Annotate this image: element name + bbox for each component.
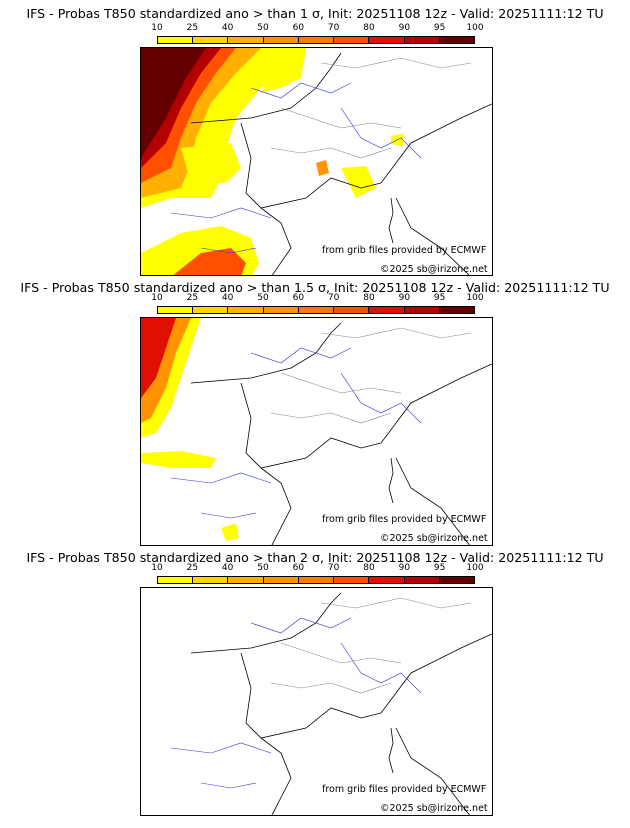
map-svg: [170, 592, 492, 815]
colorbar-tick-label: 70: [327, 293, 340, 303]
colorbar-segment: [263, 37, 299, 43]
colorbar-tick-label: 95: [433, 23, 446, 33]
colorbar-segment: [263, 307, 299, 313]
colorbar-tick-label: 10: [151, 23, 163, 33]
copyright: ©2025 sb@irizone.net: [380, 803, 488, 814]
colorbar-tick-label: 10: [151, 563, 163, 573]
colorbar-segment: [334, 307, 370, 313]
colorbar-tick-label: 60: [292, 563, 305, 573]
prob-area-south-east: [341, 166, 376, 198]
colorbar-tick-label: 90: [398, 563, 411, 573]
colorbar-segment: [369, 577, 405, 583]
colorbar-segment: [404, 577, 440, 583]
colorbar-segment: [228, 37, 264, 43]
source-credit: from grib files provided by ECMWF: [322, 784, 487, 795]
colorbar-ticks: 10 25 40 50 60 70 80 90 95 100: [151, 23, 483, 35]
colorbar-tick-label: 25: [186, 563, 199, 573]
prob-area-spain: [173, 248, 246, 275]
colorbar-tick-label: 100: [466, 293, 484, 303]
colorbar-segment: [439, 577, 474, 583]
colorbar-tick-label: 50: [257, 563, 269, 573]
colorbar-segment: [228, 577, 264, 583]
colorbar-tick-label: 95: [433, 293, 446, 303]
colorbar-segment: [193, 577, 229, 583]
country-borders: [170, 52, 492, 275]
colorbar-tick-label: 60: [292, 23, 305, 33]
colorbar-tick-label: 25: [186, 23, 199, 33]
prob-area-west: [141, 451, 216, 468]
map-title: IFS - Probas T850 standardized ano > tha…: [26, 6, 604, 21]
source-credit: from grib files provided by ECMWF: [322, 514, 487, 525]
colorbar: [157, 36, 475, 44]
country-borders: [170, 592, 492, 815]
colorbar-tick-label: 50: [257, 23, 269, 33]
copyright: ©2025 sb@irizone.net: [380, 264, 488, 275]
copyright: ©2025 sb@irizone.net: [380, 533, 488, 544]
map-svg: [141, 48, 492, 275]
map-title: IFS - Probas T850 standardized ano > tha…: [20, 280, 610, 295]
colorbar-segment: [193, 37, 229, 43]
probability-map: [140, 317, 493, 546]
colorbar-tick-label: 80: [363, 293, 375, 303]
colorbar-segment: [228, 307, 264, 313]
colorbar-ticks: 10 25 40 50 60 70 80 90 95 100: [151, 563, 483, 575]
map-panel-2: IFS - Probas T850 standardized ano > tha…: [0, 270, 630, 546]
prob-area-west: [181, 143, 241, 183]
colorbar-tick-label: 100: [466, 563, 484, 573]
colorbar-tick-label: 10: [151, 293, 163, 303]
prob-area-alps: [316, 160, 329, 176]
probability-map: [140, 587, 493, 816]
prob-area-spain: [221, 523, 239, 541]
colorbar-tick-label: 70: [327, 563, 340, 573]
country-borders: [170, 322, 492, 545]
colorbar-tick-label: 60: [292, 293, 305, 303]
colorbar-segment: [263, 577, 299, 583]
colorbar-ticks: 10 25 40 50 60 70 80 90 95 100: [151, 293, 483, 305]
colorbar-segment: [404, 307, 440, 313]
colorbar-segment: [298, 577, 335, 583]
map-panel-1: IFS - Probas T850 standardized ano > tha…: [0, 0, 630, 276]
colorbar-segment: [298, 307, 335, 313]
colorbar-segment: [158, 577, 194, 583]
map-panel-3: IFS - Probas T850 standardized ano > tha…: [0, 540, 630, 816]
colorbar-tick-label: 40: [221, 293, 234, 303]
colorbar-tick-label: 95: [433, 563, 446, 573]
colorbar-tick-label: 90: [398, 23, 411, 33]
map-svg: [141, 318, 492, 545]
colorbar-segment: [439, 307, 474, 313]
colorbar: [157, 576, 475, 584]
colorbar-segment: [193, 307, 229, 313]
probability-fill-layer: [141, 318, 239, 541]
colorbar-tick-label: 40: [221, 563, 234, 573]
prob-area-atlantic: [141, 48, 206, 158]
colorbar-tick-label: 80: [363, 23, 375, 33]
colorbar-tick-label: 80: [363, 563, 375, 573]
colorbar-segment: [158, 37, 194, 43]
colorbar-segment: [334, 37, 370, 43]
colorbar-tick-label: 40: [221, 23, 234, 33]
colorbar-segment: [404, 37, 440, 43]
colorbar-tick-label: 25: [186, 293, 199, 303]
probability-fill-layer: [141, 48, 403, 275]
colorbar-segment: [334, 577, 370, 583]
colorbar: [157, 306, 475, 314]
probability-map: [140, 47, 493, 276]
colorbar-tick-label: 100: [466, 23, 484, 33]
colorbar-tick-label: 90: [398, 293, 411, 303]
prob-area-north: [261, 48, 306, 93]
colorbar-tick-label: 70: [327, 23, 340, 33]
map-title: IFS - Probas T850 standardized ano > tha…: [26, 550, 604, 565]
colorbar-segment: [158, 307, 194, 313]
colorbar-segment: [369, 37, 405, 43]
colorbar-tick-label: 50: [257, 293, 269, 303]
colorbar-segment: [439, 37, 474, 43]
prob-area-atlantic: [141, 318, 176, 398]
source-credit: from grib files provided by ECMWF: [322, 245, 487, 256]
colorbar-segment: [298, 37, 335, 43]
colorbar-segment: [369, 307, 405, 313]
